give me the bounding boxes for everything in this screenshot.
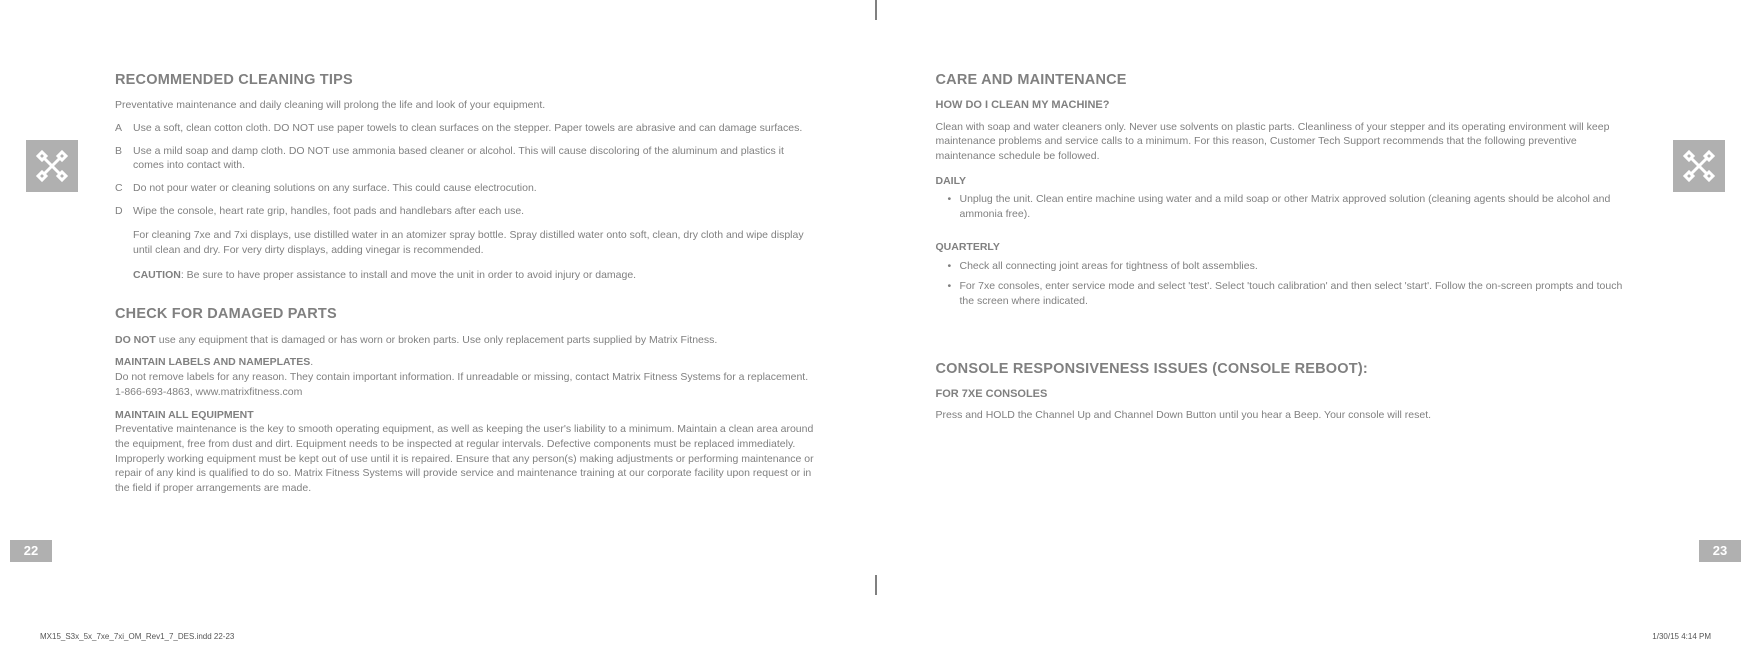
section-title-cleaning: RECOMMENDED CLEANING TIPS xyxy=(115,70,816,90)
list-text: Use a mild soap and damp cloth. DO NOT u… xyxy=(133,144,816,173)
page-number-right: 23 xyxy=(1699,540,1741,562)
wrench-icon xyxy=(1681,148,1717,184)
right-page: CARE AND MAINTENANCE HOW DO I CLEAN MY M… xyxy=(876,50,1751,580)
footer: MX15_S3x_5x_7xe_7xi_OM_Rev1_7_DES.indd 2… xyxy=(40,631,1711,642)
list-marker: C xyxy=(115,181,133,196)
sub-title-7xe: FOR 7XE CONSOLES xyxy=(936,387,1637,402)
section-title-console: CONSOLE RESPONSIVENESS ISSUES (CONSOLE R… xyxy=(936,359,1637,379)
list-text: Wipe the console, heart rate grip, handl… xyxy=(133,204,816,219)
list-item: For 7xe consoles, enter service mode and… xyxy=(948,279,1637,308)
list-item: Unplug the unit. Clean entire machine us… xyxy=(948,192,1637,221)
section-title-check: CHECK FOR DAMAGED PARTS xyxy=(115,304,816,324)
donot-label: DO NOT xyxy=(115,334,156,346)
list-marker: B xyxy=(115,144,133,173)
cleaning-intro: Preventative maintenance and daily clean… xyxy=(115,98,816,113)
crop-mark-bottom xyxy=(875,575,876,595)
wrench-icon xyxy=(34,148,70,184)
tools-icon xyxy=(1673,140,1725,192)
equip-title: MAINTAIN ALL EQUIPMENT xyxy=(115,409,254,421)
list-marker: D xyxy=(115,204,133,219)
cleaning-list: AUse a soft, clean cotton cloth. DO NOT … xyxy=(115,121,816,218)
list-item: BUse a mild soap and damp cloth. DO NOT … xyxy=(115,144,816,173)
footer-file: MX15_S3x_5x_7xe_7xi_OM_Rev1_7_DES.indd 2… xyxy=(40,631,234,642)
footer-timestamp: 1/30/15 4:14 PM xyxy=(1652,631,1711,642)
list-item: AUse a soft, clean cotton cloth. DO NOT … xyxy=(115,121,816,136)
section-title-care: CARE AND MAINTENANCE xyxy=(936,70,1637,90)
donot-text: use any equipment that is damaged or has… xyxy=(156,334,717,346)
equip-text: Preventative maintenance is the key to s… xyxy=(115,423,814,494)
console-reset-text: Press and HOLD the Channel Up and Channe… xyxy=(936,408,1637,423)
list-item: DWipe the console, heart rate grip, hand… xyxy=(115,204,816,219)
page-number-left: 22 xyxy=(10,540,52,562)
care-intro: Clean with soap and water cleaners only.… xyxy=(936,120,1637,164)
list-text: Use a soft, clean cotton cloth. DO NOT u… xyxy=(133,121,816,136)
equipment-paragraph: MAINTAIN ALL EQUIPMENT Preventative maint… xyxy=(115,408,816,496)
page-spread: RECOMMENDED CLEANING TIPS Preventative m… xyxy=(0,0,1751,580)
left-page: RECOMMENDED CLEANING TIPS Preventative m… xyxy=(0,50,876,580)
list-text: Do not pour water or cleaning solutions … xyxy=(133,181,816,196)
quarterly-list: Check all connecting joint areas for tig… xyxy=(948,259,1637,309)
caution-label: CAUTION xyxy=(133,269,181,281)
crop-mark-top xyxy=(875,0,876,20)
daily-list: Unplug the unit. Clean entire machine us… xyxy=(948,192,1637,221)
sub-title-how: HOW DO I CLEAN MY MACHINE? xyxy=(936,98,1637,113)
quarterly-title: QUARTERLY xyxy=(936,240,1637,255)
list-marker: A xyxy=(115,121,133,136)
caution-note: CAUTION: Be sure to have proper assistan… xyxy=(133,268,816,283)
display-cleaning-note: For cleaning 7xe and 7xi displays, use d… xyxy=(133,228,816,257)
caution-text: : Be sure to have proper assistance to i… xyxy=(181,269,636,281)
tools-icon xyxy=(26,140,78,192)
list-item: CDo not pour water or cleaning solutions… xyxy=(115,181,816,196)
labels-paragraph: MAINTAIN LABELS AND NAMEPLATES.Do not re… xyxy=(115,355,816,399)
donot-paragraph: DO NOT use any equipment that is damaged… xyxy=(115,333,816,348)
labels-title: MAINTAIN LABELS AND NAMEPLATES xyxy=(115,356,310,368)
list-item: Check all connecting joint areas for tig… xyxy=(948,259,1637,274)
daily-title: DAILY xyxy=(936,174,1637,189)
labels-text: Do not remove labels for any reason. The… xyxy=(115,371,808,398)
